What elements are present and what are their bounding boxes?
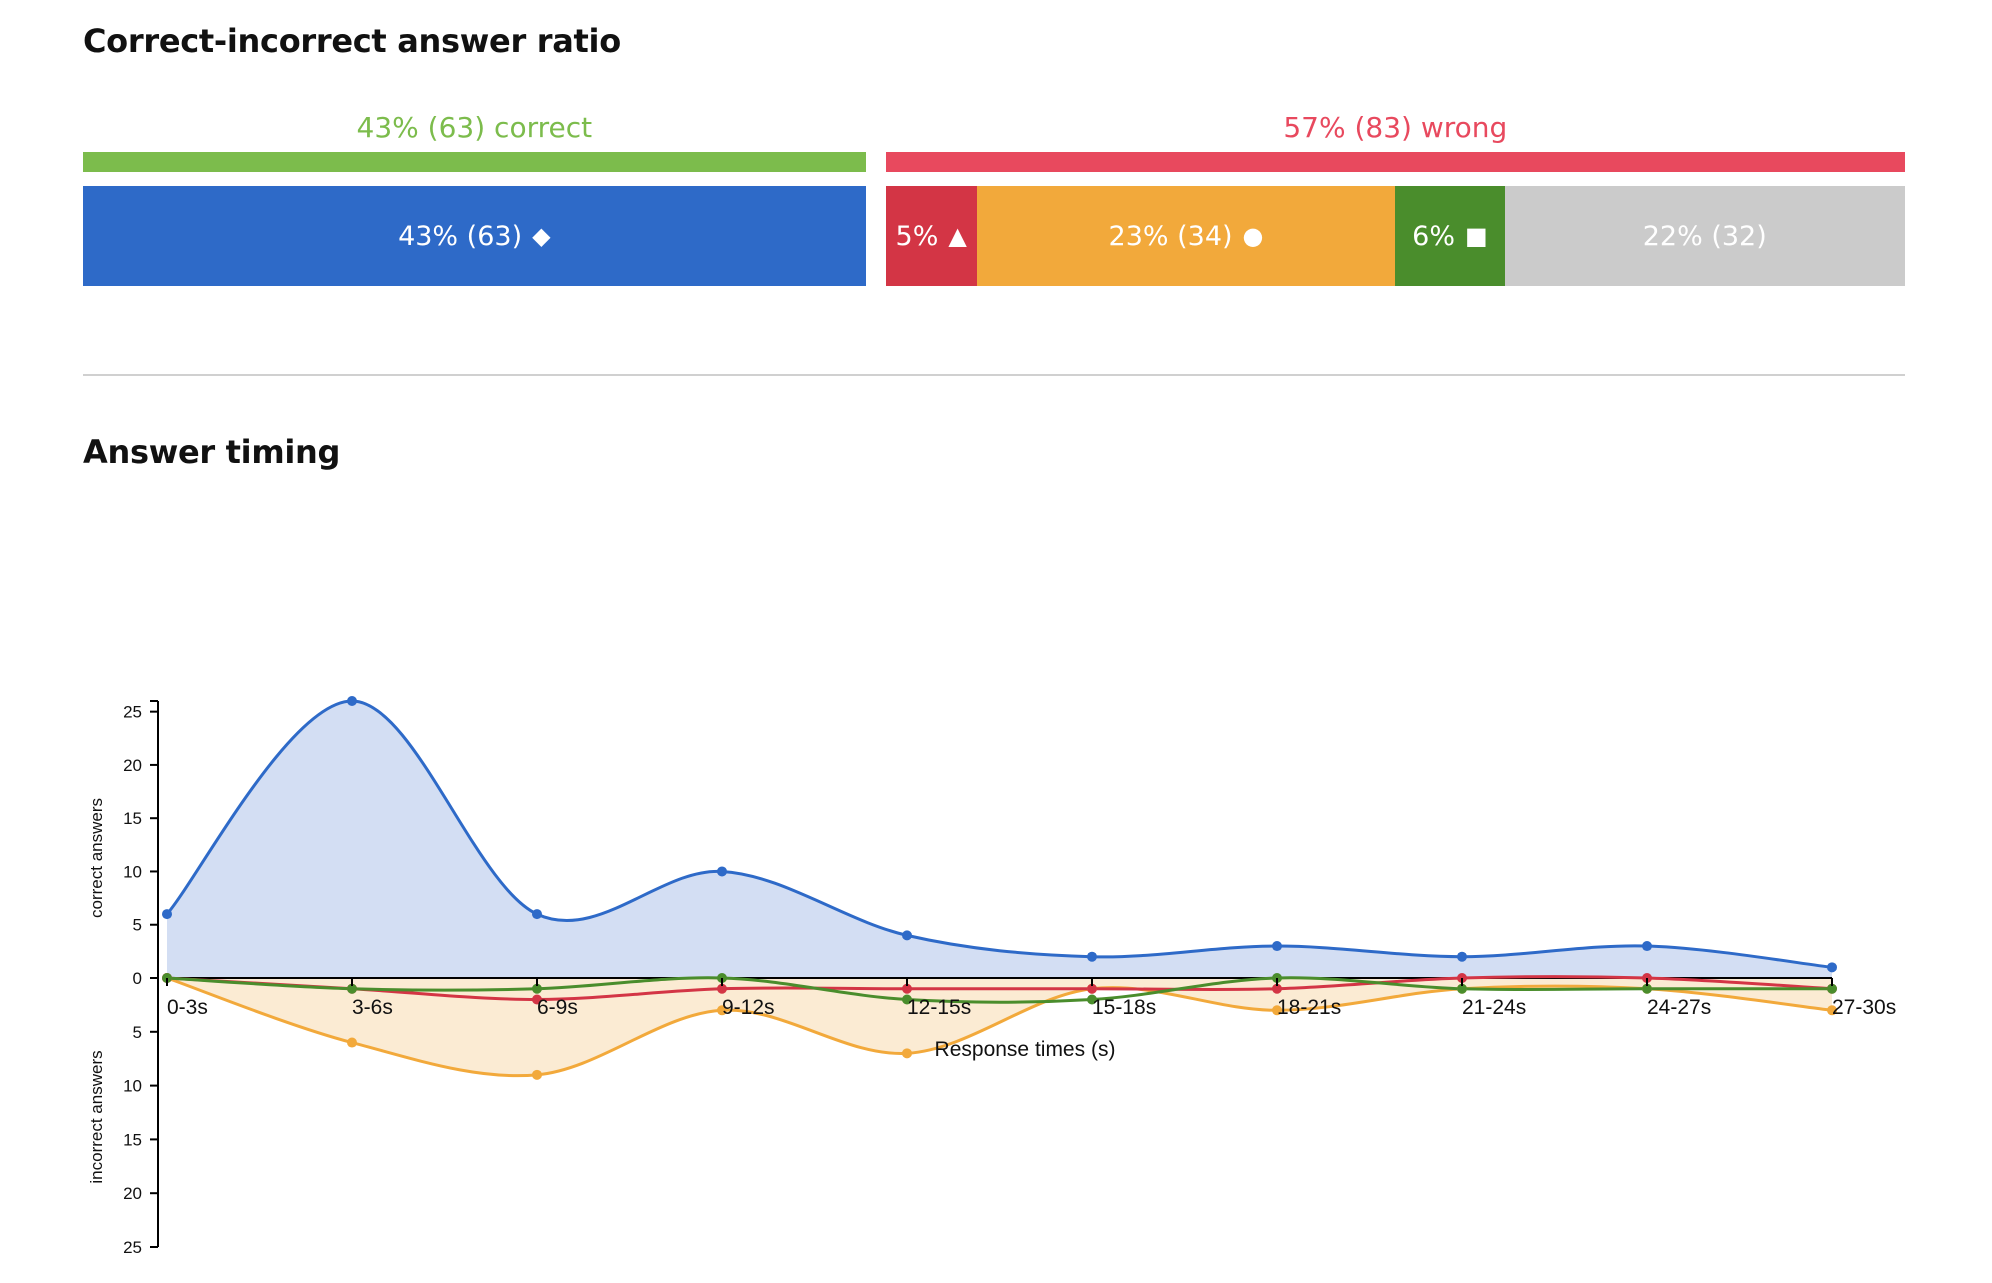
segment-label: 43% (63) (398, 220, 523, 252)
y-tick-label: 10 (123, 862, 142, 881)
y-tick-label: 15 (123, 1130, 142, 1149)
data-point (902, 994, 912, 1005)
data-point (1087, 983, 1097, 994)
segment-symbol-icon: ◆ (532, 222, 551, 250)
series-line (166, 975, 1833, 1002)
segment-symbol-icon: ▲ (948, 222, 967, 250)
breakdown-segment: 22% (32) (1504, 186, 1905, 286)
data-point (347, 983, 357, 994)
data-point (532, 994, 542, 1005)
data-point (1272, 941, 1282, 952)
x-tick-label: 3-6s (352, 996, 393, 1019)
wrong-ratio-bar (885, 152, 1905, 172)
correct-summary-label: 43% (63) correct (356, 111, 593, 144)
y-tick-label: 0 (133, 969, 142, 988)
data-point (1827, 1005, 1837, 1016)
segment-label: 23% (34) (1108, 220, 1233, 252)
data-point (532, 909, 542, 920)
x-axis-title: Response times (s) (935, 1038, 1116, 1061)
data-point (717, 983, 727, 994)
x-tick-label: 0-3s (167, 996, 208, 1019)
breakdown-segment: 6% ■ (1395, 186, 1505, 286)
data-point (1642, 983, 1652, 994)
segment-label: 22% (32) (1642, 220, 1767, 252)
data-point (162, 909, 172, 920)
data-point (902, 983, 912, 994)
y-axis-correct-title: correct answers (87, 798, 106, 918)
series-line (165, 699, 1833, 969)
data-point (1827, 962, 1837, 973)
data-point (1272, 983, 1282, 994)
y-tick-label: 10 (123, 1077, 142, 1096)
wrong-summary-label: 57% (83) wrong (1283, 111, 1508, 144)
data-point (717, 866, 727, 877)
series-area (167, 978, 1832, 1076)
x-tick-label: 6-9s (537, 996, 578, 1019)
y-tick-label: 25 (123, 703, 142, 722)
y-tick-label: 5 (133, 1023, 142, 1042)
data-point (902, 1048, 912, 1059)
data-point (532, 983, 542, 994)
section-divider (83, 374, 1905, 376)
answer-breakdown-bar: 43% (63) ◆ 5% ▲ 23% (34) ● 6% ■ 22% (32) (0, 186, 1992, 286)
y-tick-label: 20 (123, 756, 142, 775)
breakdown-segment: 5% ▲ (885, 186, 977, 286)
data-point (1827, 983, 1837, 994)
ratio-section-title: Correct-incorrect answer ratio (83, 22, 621, 60)
data-point (347, 1037, 357, 1048)
segment-symbol-icon: ■ (1465, 222, 1488, 250)
segment-label: 5% (895, 220, 939, 252)
y-tick-label: 25 (123, 1238, 142, 1257)
y-tick-label: 5 (133, 916, 142, 935)
x-tick-label: 27-30s (1832, 996, 1896, 1019)
series-area (167, 701, 1832, 978)
x-tick-label: 18-21s (1277, 996, 1341, 1019)
series-line (166, 976, 1833, 1078)
data-point (1457, 983, 1467, 994)
data-point (717, 1005, 727, 1016)
x-tick-label: 21-24s (1462, 996, 1526, 1019)
data-point (1087, 994, 1097, 1005)
data-point (532, 1069, 542, 1080)
y-tick-label: 15 (123, 809, 142, 828)
timing-section-title: Answer timing (83, 433, 341, 471)
breakdown-segment: 23% (34) ● (976, 186, 1396, 286)
x-tick-label: 9-12s (722, 996, 775, 1019)
data-point (902, 930, 912, 941)
x-tick-label: 15-18s (1092, 996, 1156, 1019)
segment-symbol-icon: ● (1242, 222, 1264, 250)
x-tick-label: 24-27s (1647, 996, 1711, 1019)
correct-ratio-bar (83, 152, 866, 172)
breakdown-segment: 43% (63) ◆ (83, 186, 866, 286)
y-tick-label: 20 (123, 1184, 142, 1203)
data-point (347, 696, 357, 706)
y-axis-incorrect-title: incorrect answers (87, 1050, 106, 1183)
segment-label: 6% (1412, 220, 1455, 252)
data-point (1272, 1005, 1282, 1016)
data-point (1642, 941, 1652, 952)
x-tick-label: 12-15s (907, 996, 971, 1019)
series-line (166, 976, 1832, 1004)
data-point (1087, 951, 1097, 962)
data-point (1457, 951, 1467, 962)
